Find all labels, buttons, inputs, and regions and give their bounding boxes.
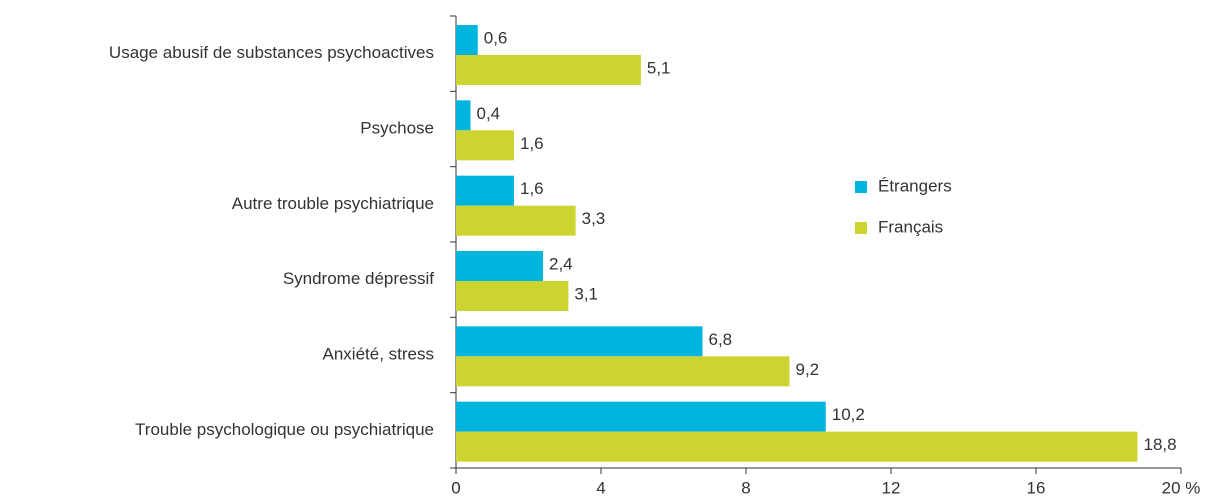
legend-label: Étrangers xyxy=(878,176,952,195)
legend-label: Français xyxy=(878,217,943,236)
value-label: 18,8 xyxy=(1144,435,1177,454)
bar xyxy=(456,281,569,311)
x-tick-label: 16 xyxy=(1027,478,1046,497)
category-label: Usage abusif de substances psychoactives xyxy=(109,43,434,62)
bar xyxy=(456,55,641,85)
category-label: Autre trouble psychiatrique xyxy=(232,194,434,213)
value-label: 9,2 xyxy=(796,360,820,379)
value-label: 1,6 xyxy=(520,134,544,153)
bar xyxy=(456,356,790,387)
value-label: 3,1 xyxy=(574,284,598,303)
x-tick-label: 20 % xyxy=(1162,478,1201,497)
value-label: 3,3 xyxy=(582,209,606,228)
value-label: 10,2 xyxy=(832,405,865,424)
value-label: 5,1 xyxy=(647,58,671,77)
bar xyxy=(456,130,514,161)
category-label: Anxiété, stress xyxy=(323,344,435,363)
legend-swatch xyxy=(855,222,867,234)
bar xyxy=(456,401,826,432)
bar xyxy=(456,205,576,236)
x-tick-label: 12 xyxy=(882,478,901,497)
value-label: 1,6 xyxy=(520,179,544,198)
x-tick-label: 4 xyxy=(596,478,605,497)
value-label: 2,4 xyxy=(549,254,573,273)
bar xyxy=(456,175,514,206)
value-label: 6,8 xyxy=(709,330,733,349)
value-label: 0,4 xyxy=(477,104,501,123)
category-label: Syndrome dépressif xyxy=(283,269,434,288)
category-label: Trouble psychologique ou psychiatrique xyxy=(135,420,434,439)
bar xyxy=(456,25,478,55)
category-label: Psychose xyxy=(360,118,434,137)
value-label: 0,6 xyxy=(484,28,508,47)
bar xyxy=(456,326,703,357)
x-tick-label: 8 xyxy=(741,478,750,497)
bar xyxy=(456,100,471,131)
bar xyxy=(456,431,1138,462)
legend-swatch xyxy=(855,181,867,193)
bar xyxy=(456,251,543,281)
x-tick-label: 0 xyxy=(451,478,460,497)
